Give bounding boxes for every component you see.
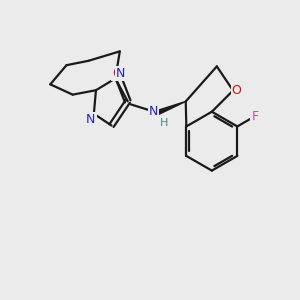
Text: H: H <box>160 118 168 128</box>
Text: N: N <box>86 112 96 126</box>
Text: F: F <box>251 110 259 123</box>
Text: O: O <box>232 84 242 97</box>
Text: O: O <box>112 67 122 80</box>
Polygon shape <box>158 101 186 114</box>
Text: N: N <box>116 67 125 80</box>
Text: N: N <box>149 105 158 118</box>
